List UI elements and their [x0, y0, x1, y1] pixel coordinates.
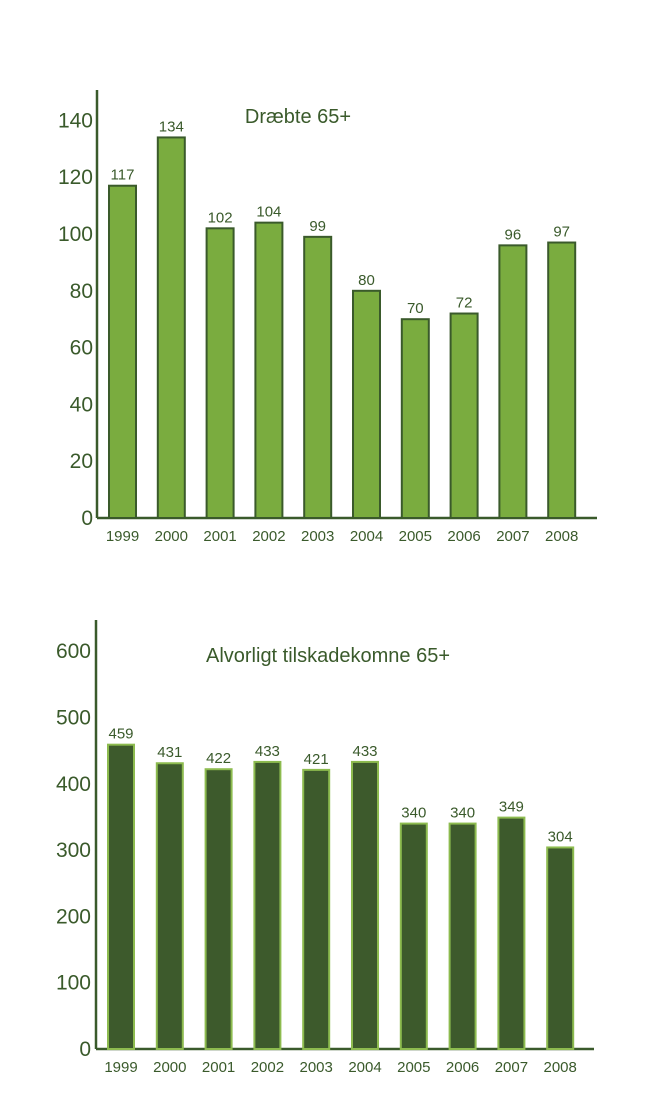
- bar: [253, 760, 282, 1051]
- x-tick-label: 1999: [104, 1059, 137, 1076]
- data-label: 431: [157, 744, 182, 761]
- x-tick-label: 2003: [300, 1059, 333, 1076]
- data-label: 104: [256, 204, 281, 221]
- data-label: 70: [407, 300, 424, 317]
- x-tick-label: 2008: [545, 528, 578, 545]
- data-label: 117: [111, 167, 135, 184]
- x-tick-label: 2007: [496, 528, 529, 545]
- bar: [303, 235, 333, 519]
- y-tick-label: 120: [58, 166, 93, 189]
- bar: [302, 768, 331, 1050]
- x-tick-label: 2006: [446, 1059, 479, 1076]
- x-tick-label: 2002: [252, 528, 285, 545]
- bar: [546, 846, 575, 1050]
- bar: [547, 241, 577, 520]
- data-label: 422: [206, 750, 231, 767]
- y-tick-label: 60: [70, 337, 93, 360]
- data-label: 134: [159, 118, 184, 135]
- bar: [108, 184, 137, 519]
- y-tick-label: 400: [56, 773, 91, 796]
- chart-title: Alvorligt tilskadekomne 65+: [206, 645, 450, 667]
- bar: [449, 312, 479, 519]
- y-tick-label: 300: [56, 839, 91, 862]
- y-tick-label: 80: [70, 280, 93, 303]
- data-label: 72: [456, 295, 473, 312]
- x-tick-label: 2001: [202, 1059, 235, 1076]
- chart-title: Dræbte 65+: [245, 106, 351, 128]
- y-tick-label: 0: [79, 1038, 91, 1061]
- data-label: 433: [352, 743, 377, 760]
- x-tick-label: 2006: [447, 528, 480, 545]
- bar: [351, 760, 379, 1051]
- data-label: 421: [304, 751, 329, 768]
- chart-killed-65plus: Dræbte 65+ 0 20 40 60 80 100 120 140 117 1999 134 2…: [58, 90, 597, 545]
- x-tick-label: 2003: [301, 528, 334, 545]
- bar: [498, 244, 528, 520]
- y-tick-label: 200: [56, 905, 91, 928]
- x-tick-label: 2007: [495, 1059, 528, 1076]
- data-label: 459: [108, 726, 133, 743]
- y-tick-label: 500: [56, 707, 91, 730]
- x-tick-label: 2005: [397, 1059, 430, 1076]
- bar: [155, 762, 184, 1050]
- chart-seriously-injured-65plus: Alvorligt tilskadekomne 65+ 0 100 200 300 40…: [56, 620, 594, 1076]
- bar: [448, 822, 477, 1051]
- y-tick-label: 100: [58, 223, 93, 246]
- x-tick-label: 2000: [155, 528, 188, 545]
- data-label: 97: [553, 224, 570, 241]
- x-tick-label: 2004: [350, 528, 383, 545]
- x-tick-label: 2002: [251, 1059, 284, 1076]
- y-tick-label: 140: [58, 109, 93, 132]
- x-tick-label: 2000: [153, 1059, 186, 1076]
- y-tick-label: 600: [56, 640, 91, 663]
- bar: [107, 743, 135, 1050]
- x-tick-label: 2001: [203, 528, 236, 545]
- y-tick-label: 40: [70, 393, 93, 416]
- data-label: 102: [208, 209, 233, 226]
- data-label: 96: [505, 226, 522, 243]
- data-label: 340: [401, 805, 426, 822]
- bar: [352, 289, 381, 519]
- y-tick-label: 100: [56, 972, 91, 995]
- y-tick-label: 0: [81, 507, 93, 530]
- bar: [204, 768, 233, 1050]
- data-label: 433: [255, 743, 280, 760]
- bar: [400, 318, 430, 520]
- x-tick-label: 2008: [544, 1059, 577, 1076]
- bar: [254, 221, 284, 519]
- data-label: 340: [450, 805, 475, 822]
- data-label: 304: [548, 828, 573, 845]
- x-tick-label: 1999: [106, 528, 139, 545]
- bar: [205, 227, 235, 519]
- data-label: 349: [499, 799, 524, 816]
- y-tick-label: 20: [70, 450, 93, 473]
- data-label: 80: [358, 272, 375, 289]
- x-tick-label: 2004: [348, 1059, 381, 1076]
- bar: [156, 136, 186, 519]
- bar: [399, 822, 428, 1051]
- data-label: 99: [309, 218, 326, 235]
- x-tick-label: 2005: [399, 528, 432, 545]
- bar: [497, 816, 526, 1050]
